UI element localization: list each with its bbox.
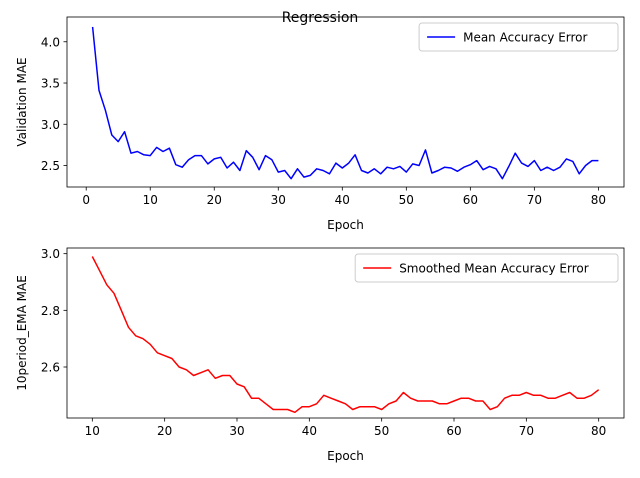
axes-frame — [66, 16, 625, 188]
x-tick-label: 30 — [229, 424, 244, 438]
legend-box — [354, 253, 619, 283]
x-tick-label: 80 — [591, 193, 606, 207]
x-tick-label: 50 — [374, 424, 389, 438]
legend: Smoothed Mean Accuracy Error — [354, 253, 619, 283]
figure-title: Regression — [282, 10, 359, 26]
x-tick-label: 20 — [207, 193, 222, 207]
x-tick-label: 70 — [527, 193, 542, 207]
x-tick-label: 40 — [335, 193, 350, 207]
x-tick-label: 70 — [519, 424, 534, 438]
x-tick-label: 50 — [399, 193, 414, 207]
legend-label: Mean Accuracy Error — [463, 31, 587, 45]
axes-frame — [66, 247, 625, 419]
chart-2: 10 20 30 40 50 60 70 80 2.6 2.8 3.0 Epoch 10period_E… — [15, 247, 625, 463]
y-tick-label: 2.6 — [41, 361, 60, 375]
x-tick-label: 60 — [463, 193, 478, 207]
y-tick-label: 2.8 — [41, 304, 60, 318]
x-tick-label: 20 — [157, 424, 172, 438]
legend-label: Smoothed Mean Accuracy Error — [399, 262, 589, 276]
y-tick-label: 3.0 — [41, 247, 60, 261]
y-tick-label: 3.5 — [41, 77, 60, 91]
y-tick-label: 2.5 — [41, 159, 60, 173]
x-tick-label: 60 — [446, 424, 461, 438]
y-axis-label: Validation MAE — [15, 57, 29, 146]
chart-1: 0 10 20 30 40 50 60 70 80 2.5 3.0 3.5 4.0 Epoch Valida… — [15, 16, 625, 232]
x-axis-label: Epoch — [327, 218, 364, 232]
x-tick-label: 30 — [271, 193, 286, 207]
series-line-1 — [91, 26, 599, 180]
x-tick-label: 10 — [85, 424, 100, 438]
x-tick-label: 40 — [302, 424, 317, 438]
x-axis-label: Epoch — [327, 449, 364, 463]
y-axis-label: 10period_EMA MAE — [15, 275, 29, 391]
x-tick-label: 80 — [591, 424, 606, 438]
legend-box — [418, 22, 619, 52]
legend: Mean Accuracy Error — [418, 22, 619, 52]
series-line-1 — [91, 256, 600, 414]
y-tick-label: 3.0 — [41, 118, 60, 132]
x-tick-label: 0 — [82, 193, 90, 207]
subplots: 0 10 20 30 40 50 60 70 80 2.5 3.0 3.5 4.0 Epoch Valida… — [15, 16, 625, 463]
x-tick-label: 10 — [143, 193, 158, 207]
y-tick-label: 4.0 — [41, 35, 60, 49]
